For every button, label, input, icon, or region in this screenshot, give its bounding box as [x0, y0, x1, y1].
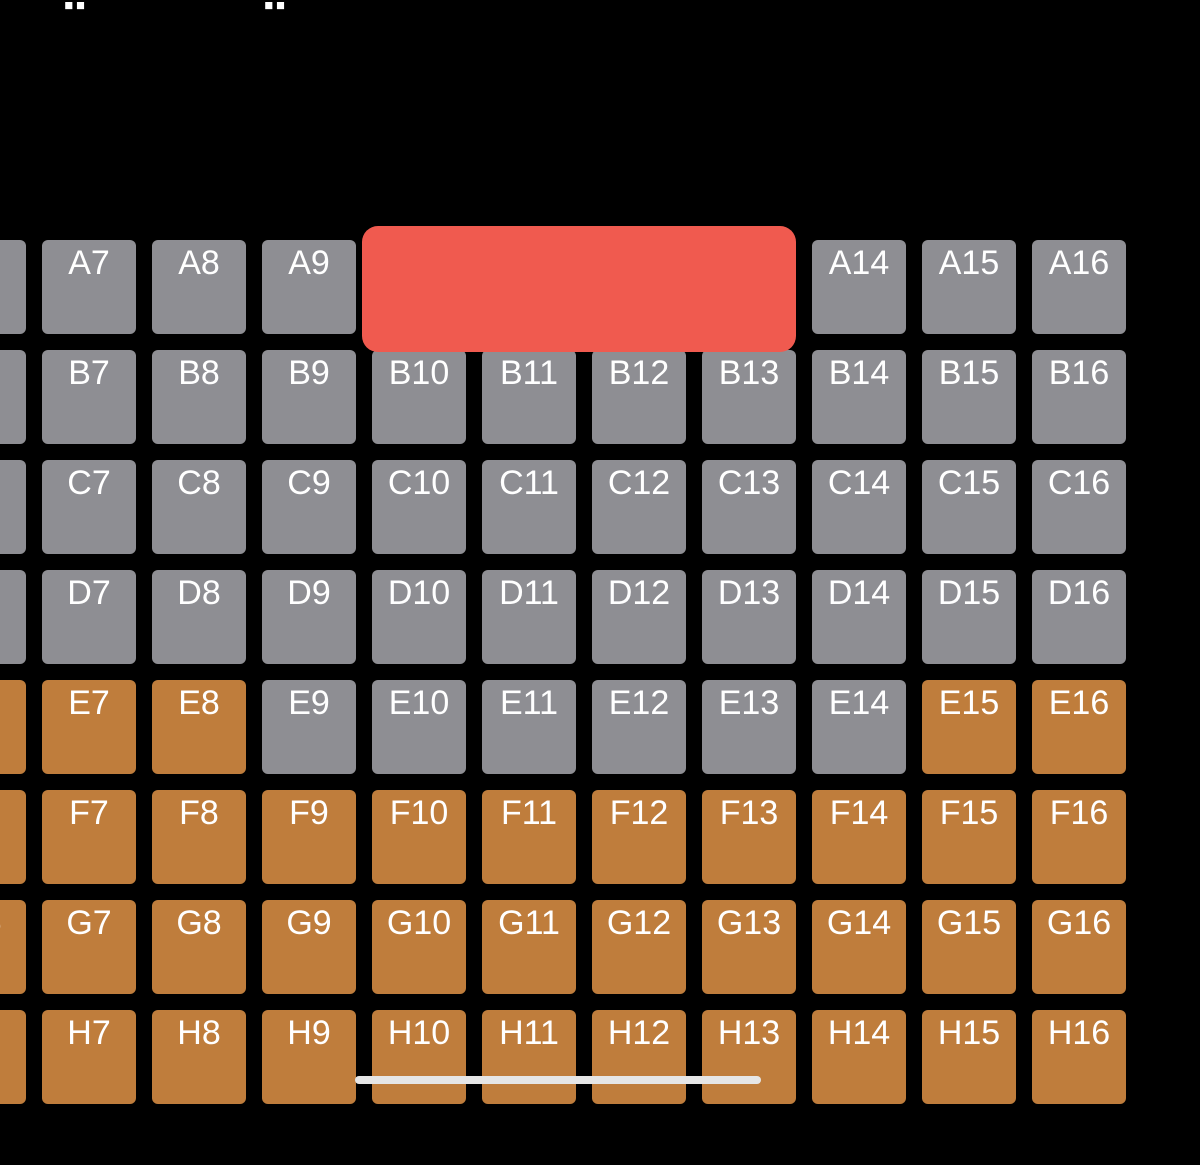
seat-B8[interactable]: B8 [152, 350, 246, 444]
seat-H16[interactable]: H16 [1032, 1010, 1126, 1104]
seat-D12[interactable]: D12 [592, 570, 686, 664]
seat-H12[interactable]: H12 [592, 1010, 686, 1104]
seat-H7[interactable]: H7 [42, 1010, 136, 1104]
seat-E14[interactable]: E14 [812, 680, 906, 774]
seat-F15[interactable]: F15 [922, 790, 1016, 884]
seat-B7[interactable]: B7 [42, 350, 136, 444]
seat-H15[interactable]: H15 [922, 1010, 1016, 1104]
seat-D16[interactable]: D16 [1032, 570, 1126, 664]
seat-D6[interactable]: D6 [0, 570, 26, 664]
seat-F13[interactable]: F13 [702, 790, 796, 884]
seat-B15[interactable]: B15 [922, 350, 1016, 444]
seat-C13[interactable]: C13 [702, 460, 796, 554]
seat-F14[interactable]: F14 [812, 790, 906, 884]
seat-C14[interactable]: C14 [812, 460, 906, 554]
seat-F6[interactable]: F6 [0, 790, 26, 884]
seat-E13[interactable]: E13 [702, 680, 796, 774]
seat-C12[interactable]: C12 [592, 460, 686, 554]
seat-G13[interactable]: G13 [702, 900, 796, 994]
seat-A6[interactable]: A6 [0, 240, 26, 334]
seat-D15[interactable]: D15 [922, 570, 1016, 664]
seat-C10[interactable]: C10 [372, 460, 466, 554]
seat-F16[interactable]: F16 [1032, 790, 1126, 884]
seat-D8[interactable]: D8 [152, 570, 246, 664]
stage-block [362, 226, 796, 352]
seat-G15[interactable]: G15 [922, 900, 1016, 994]
seat-F10[interactable]: F10 [372, 790, 466, 884]
seat-A8[interactable]: A8 [152, 240, 246, 334]
seat-G7[interactable]: G7 [42, 900, 136, 994]
seat-A14[interactable]: A14 [812, 240, 906, 334]
seat-A16[interactable]: A16 [1032, 240, 1126, 334]
seat-H8[interactable]: H8 [152, 1010, 246, 1104]
seat-C15[interactable]: C15 [922, 460, 1016, 554]
seat-D7[interactable]: D7 [42, 570, 136, 664]
seat-A7[interactable]: A7 [42, 240, 136, 334]
seat-E7[interactable]: E7 [42, 680, 136, 774]
seat-D11[interactable]: D11 [482, 570, 576, 664]
seat-G16[interactable]: G16 [1032, 900, 1126, 994]
seat-B6[interactable]: B6 [0, 350, 26, 444]
seat-G9[interactable]: G9 [262, 900, 356, 994]
seat-G14[interactable]: G14 [812, 900, 906, 994]
seat-H14[interactable]: H14 [812, 1010, 906, 1104]
seat-B14[interactable]: B14 [812, 350, 906, 444]
seat-C16[interactable]: C16 [1032, 460, 1126, 554]
seat-C6[interactable]: C6 [0, 460, 26, 554]
seat-F9[interactable]: F9 [262, 790, 356, 884]
seat-H6[interactable]: H6 [0, 1010, 26, 1104]
seat-D13[interactable]: D13 [702, 570, 796, 664]
seat-A15[interactable]: A15 [922, 240, 1016, 334]
seat-F8[interactable]: F8 [152, 790, 246, 884]
seat-B12[interactable]: B12 [592, 350, 686, 444]
seat-F7[interactable]: F7 [42, 790, 136, 884]
seat-B11[interactable]: B11 [482, 350, 576, 444]
seat-D14[interactable]: D14 [812, 570, 906, 664]
seat-E11[interactable]: E11 [482, 680, 576, 774]
seat-C9[interactable]: C9 [262, 460, 356, 554]
seat-H11[interactable]: H11 [482, 1010, 576, 1104]
home-indicator [355, 1076, 761, 1084]
seat-H13[interactable]: H13 [702, 1010, 796, 1104]
seat-E8[interactable]: E8 [152, 680, 246, 774]
seat-E9[interactable]: E9 [262, 680, 356, 774]
seat-H10[interactable]: H10 [372, 1010, 466, 1104]
seat-C8[interactable]: C8 [152, 460, 246, 554]
seat-G8[interactable]: G8 [152, 900, 246, 994]
seat-G11[interactable]: G11 [482, 900, 576, 994]
seat-E10[interactable]: E10 [372, 680, 466, 774]
seat-G10[interactable]: G10 [372, 900, 466, 994]
seat-D10[interactable]: D10 [372, 570, 466, 664]
seat-E6[interactable]: E6 [0, 680, 26, 774]
seat-grid[interactable]: A6A7A8A9 A14A15A16 B6B7B8B9B10B11B12B13B14… [0, 0, 1200, 1165]
seat-H9[interactable]: H9 [262, 1010, 356, 1104]
seat-C11[interactable]: C11 [482, 460, 576, 554]
seat-D9[interactable]: D9 [262, 570, 356, 664]
seat-G12[interactable]: G12 [592, 900, 686, 994]
seat-B9[interactable]: B9 [262, 350, 356, 444]
seat-F12[interactable]: F12 [592, 790, 686, 884]
seat-E12[interactable]: E12 [592, 680, 686, 774]
seat-C7[interactable]: C7 [42, 460, 136, 554]
seat-E16[interactable]: E16 [1032, 680, 1126, 774]
seating-viewport: ⠿ ⠿ A6A7A8A9A14A15A16B6B7B8B9B10B11B12B1… [0, 0, 1200, 1165]
seat-B10[interactable]: B10 [372, 350, 466, 444]
seat-F11[interactable]: F11 [482, 790, 576, 884]
seat-G6[interactable]: G6 [0, 900, 26, 994]
seat-E15[interactable]: E15 [922, 680, 1016, 774]
seat-B13[interactable]: B13 [702, 350, 796, 444]
seat-A9[interactable]: A9 [262, 240, 356, 334]
seat-B16[interactable]: B16 [1032, 350, 1126, 444]
